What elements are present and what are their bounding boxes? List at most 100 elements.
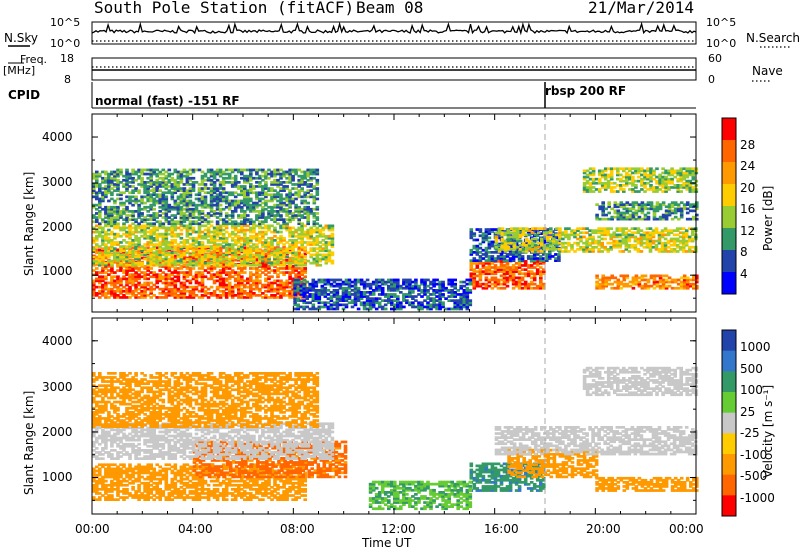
power-cell	[173, 205, 178, 209]
power-cell	[600, 227, 604, 230]
power-cell	[297, 261, 301, 265]
power-cell	[288, 226, 292, 230]
power-cell	[107, 241, 111, 244]
power-cell	[243, 195, 247, 199]
power-cell	[95, 245, 99, 248]
power-cell	[246, 251, 250, 255]
power-cell	[240, 187, 244, 190]
power-cell	[143, 285, 147, 289]
power-cell	[633, 231, 638, 235]
power-cell	[113, 220, 117, 224]
power-cell	[591, 167, 596, 171]
power-cell	[209, 265, 214, 268]
power-cell	[288, 261, 292, 265]
power-cell	[552, 239, 556, 243]
power-cell	[146, 189, 150, 192]
power-cell	[122, 228, 126, 232]
power-cell	[227, 222, 232, 226]
power-cell	[107, 251, 111, 255]
power-cell	[282, 281, 286, 285]
power-cell	[270, 236, 274, 240]
power-cell	[122, 232, 126, 236]
power-cell	[282, 255, 286, 259]
power-cell	[246, 294, 250, 297]
power-cell	[158, 241, 162, 244]
power-cell	[642, 245, 647, 249]
power-cell	[131, 178, 135, 182]
power-cell	[155, 228, 159, 232]
power-cell	[203, 269, 208, 272]
power-cell	[161, 275, 166, 279]
power-cell	[300, 216, 304, 219]
power-cell	[291, 283, 295, 287]
power-cell	[558, 229, 562, 232]
power-cell	[324, 226, 329, 230]
power-cell	[684, 243, 689, 247]
power-cell	[264, 267, 268, 270]
power-cell	[221, 236, 226, 240]
power-cell	[104, 263, 108, 267]
power-cell	[490, 259, 495, 262]
power-cell	[227, 283, 232, 287]
power-cell	[191, 214, 196, 217]
power-cell	[233, 243, 238, 246]
power-cell	[233, 249, 238, 253]
power-cell	[185, 251, 190, 255]
power-cell	[188, 243, 193, 246]
power-cell	[598, 282, 602, 286]
power-cell	[582, 248, 586, 251]
power-cell	[224, 216, 229, 219]
power-cell	[306, 222, 310, 226]
power-cell	[258, 255, 262, 259]
power-cell	[95, 243, 99, 246]
power-cell	[203, 214, 208, 217]
power-cell	[270, 170, 274, 174]
power-cell	[140, 218, 144, 221]
power-cell	[158, 176, 162, 180]
power-cell	[681, 237, 686, 241]
power-cell	[300, 253, 304, 257]
power-cell	[261, 263, 265, 266]
power-cell	[206, 253, 211, 257]
power-cell	[624, 237, 629, 241]
power-cell	[297, 210, 301, 213]
power-cell	[155, 239, 159, 242]
power-cell	[230, 216, 235, 219]
power-cell	[526, 274, 531, 278]
power-cell	[179, 199, 184, 203]
power-cell	[252, 253, 256, 257]
power-cell	[206, 168, 211, 172]
power-cell	[557, 253, 561, 256]
power-cell	[246, 285, 250, 289]
power-cell	[512, 229, 517, 232]
power-cell	[291, 176, 295, 180]
power-cell	[243, 203, 247, 207]
power-cell	[261, 189, 265, 192]
power-cell	[300, 234, 304, 238]
power-cell	[191, 185, 196, 188]
power-cell	[255, 172, 259, 176]
power-cell	[95, 248, 99, 252]
power-cell	[615, 233, 620, 237]
power-cell	[200, 275, 205, 279]
power-cell	[300, 228, 304, 232]
power-cell	[246, 193, 250, 197]
power-cell	[570, 231, 574, 235]
power-cell	[101, 187, 105, 190]
power-cell	[197, 281, 202, 285]
power-cell	[161, 277, 166, 281]
power-cell	[161, 207, 166, 211]
power-cell	[164, 283, 169, 287]
power-cell	[155, 181, 159, 184]
power-cell	[119, 267, 123, 270]
power-cell	[533, 245, 538, 249]
power-cell	[306, 170, 310, 174]
power-cell	[224, 277, 229, 281]
power-cell	[182, 259, 187, 263]
power-cell	[300, 187, 304, 190]
power-cell	[173, 267, 178, 270]
power-cell	[291, 259, 295, 263]
power-cell	[197, 193, 202, 197]
power-cell	[300, 239, 304, 242]
power-cell	[200, 257, 205, 261]
